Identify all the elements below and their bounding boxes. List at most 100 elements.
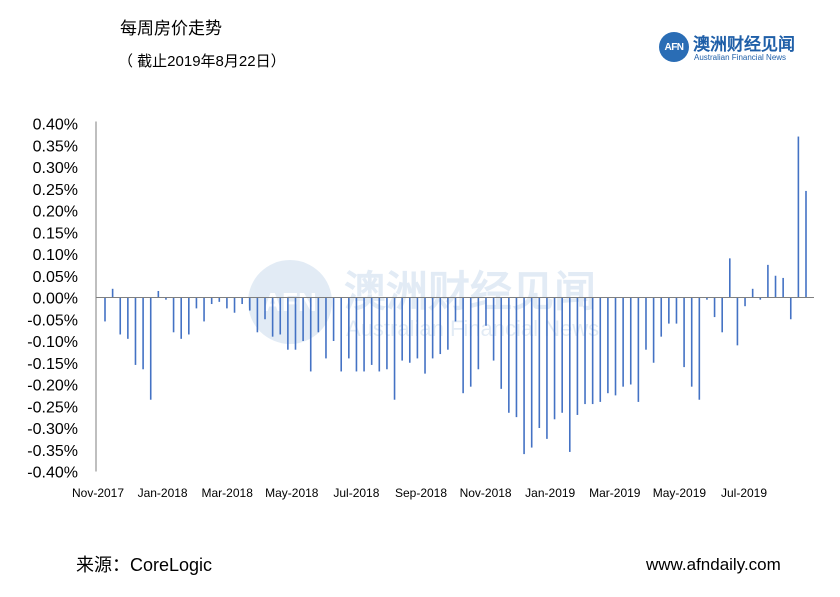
bar: [302, 297, 304, 341]
bar: [188, 297, 190, 335]
bar: [287, 297, 289, 350]
bar: [462, 297, 464, 394]
bar: [104, 297, 106, 322]
x-tick-label: Nov-2017: [72, 486, 124, 500]
y-tick-label: 0.25%: [33, 182, 78, 199]
y-tick-label: 0.20%: [33, 204, 78, 221]
bar: [561, 297, 563, 413]
bar: [553, 297, 556, 420]
bar: [744, 297, 746, 307]
bar: [370, 297, 373, 365]
bar: [439, 297, 442, 355]
bar: [530, 297, 533, 448]
bar: [508, 297, 510, 413]
bar: [416, 297, 419, 359]
bar: [607, 297, 609, 394]
bar: [256, 297, 259, 333]
bar: [386, 297, 388, 370]
bar: [660, 297, 663, 337]
y-tick-label: 0.35%: [33, 138, 78, 155]
bar: [523, 297, 525, 455]
bar: [546, 297, 548, 439]
bar: [447, 297, 449, 350]
bar: [683, 297, 685, 368]
x-tick-label: Mar-2019: [589, 486, 641, 500]
bar: [645, 297, 647, 350]
bar: [279, 297, 282, 335]
bar: [218, 297, 221, 302]
bar: [622, 297, 624, 387]
afn-badge-icon: AFN: [659, 32, 689, 62]
bar: [203, 297, 205, 322]
bar: [408, 297, 411, 363]
bar: [165, 297, 167, 300]
y-axis-ticks: 0.40% 0.35% 0.30% 0.25% 0.20% 0.15% 0.10% 0.05%…: [27, 117, 78, 482]
y-tick-label: 0.30%: [33, 160, 78, 177]
bar: [241, 297, 243, 305]
bar-series: [104, 136, 807, 455]
bar: [172, 297, 175, 333]
bar: [668, 297, 670, 324]
bar: [576, 297, 579, 415]
website-link[interactable]: www.afndaily.com: [646, 555, 781, 574]
bar: [515, 297, 518, 418]
x-tick-label: Sep-2018: [395, 486, 447, 500]
y-tick-label: -0.30%: [27, 421, 78, 438]
bar: [477, 297, 480, 370]
bar: [325, 297, 327, 359]
bar: [713, 297, 716, 318]
y-tick-label: 0.10%: [33, 247, 78, 264]
bar: [195, 297, 198, 309]
bar: [774, 275, 777, 298]
y-tick-label: -0.15%: [27, 356, 78, 373]
bar: [675, 297, 678, 324]
source-note: 来源：CoreLogic: [76, 555, 213, 575]
bar: [584, 297, 586, 405]
bar: [698, 297, 701, 400]
x-tick-label: Jul-2019: [721, 486, 767, 500]
bar: [469, 297, 472, 387]
y-tick-label: 0.15%: [33, 225, 78, 242]
bar: [119, 297, 122, 335]
y-tick-label: -0.10%: [27, 334, 78, 351]
bar: [706, 297, 708, 300]
bar: [226, 297, 228, 309]
bar: [721, 297, 723, 333]
bar: [629, 297, 632, 385]
x-tick-label: Nov-2018: [460, 486, 512, 500]
y-tick-label: 0.40%: [33, 117, 78, 134]
bar: [340, 297, 343, 372]
bar: [538, 297, 541, 428]
bar: [355, 297, 358, 372]
bar: [652, 297, 655, 363]
bar: [210, 297, 213, 305]
bar: [378, 297, 381, 372]
y-tick-label: 0.00%: [33, 291, 78, 308]
y-tick-label: -0.20%: [27, 378, 78, 395]
bar: [271, 297, 274, 337]
bar: [180, 297, 182, 339]
y-tick-label: -0.25%: [27, 399, 78, 416]
x-tick-label: Jan-2019: [525, 486, 575, 500]
bar: [614, 297, 617, 396]
bar: [767, 264, 769, 298]
bar: [599, 297, 602, 402]
bar: [591, 297, 594, 405]
bar: [424, 297, 426, 374]
x-tick-label: Mar-2018: [202, 486, 254, 500]
y-tick-label: -0.35%: [27, 443, 78, 460]
bar: [751, 288, 754, 298]
bar: [309, 297, 312, 372]
bar: [431, 297, 434, 359]
bar: [797, 136, 800, 298]
bar: [363, 297, 365, 372]
bar: [127, 297, 129, 339]
x-tick-label: May-2018: [265, 486, 319, 500]
bar: [111, 288, 114, 298]
bar: [149, 297, 152, 400]
chart-title: 每周房价走势: [120, 19, 222, 38]
bar: [805, 190, 807, 298]
logo-name-en: Australian Financial News: [694, 53, 787, 62]
bar: [157, 290, 160, 298]
y-tick-label: -0.40%: [27, 465, 78, 482]
